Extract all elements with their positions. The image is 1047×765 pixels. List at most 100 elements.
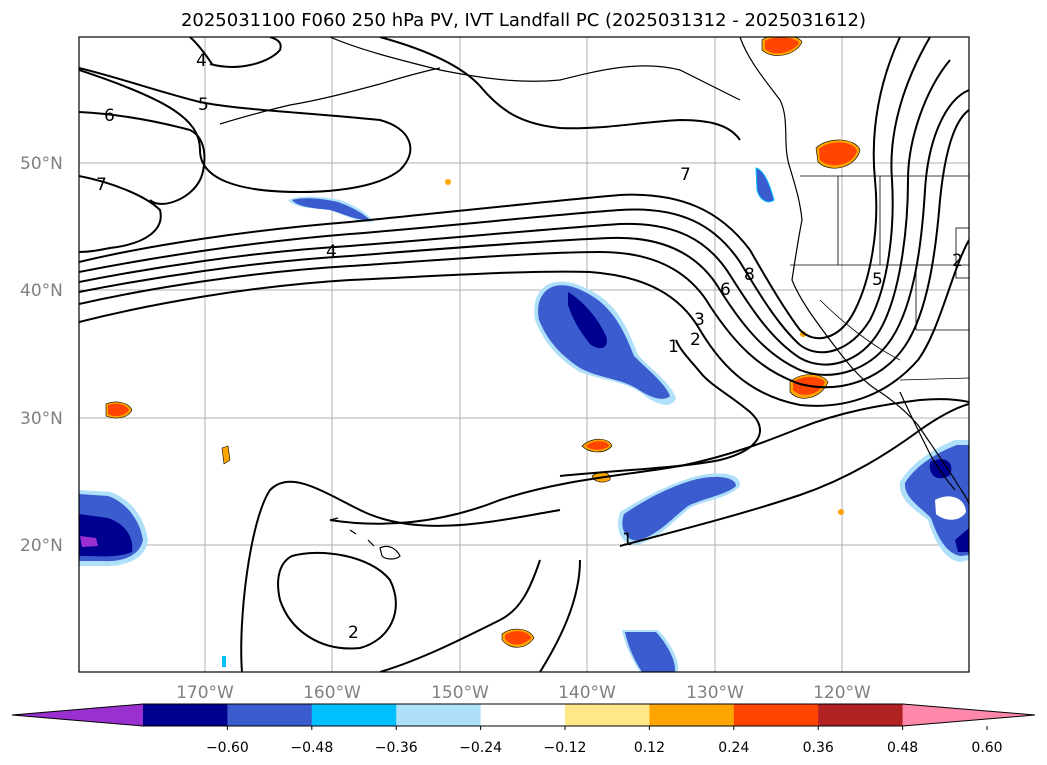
contour-label: 7 [96,175,107,195]
colorbar-tick-label: −0.12 [544,740,587,756]
hawaii-islands [329,517,401,560]
pv-contour [79,37,931,354]
negative-anomaly-extreme [80,536,98,547]
filled-anomalies [79,37,969,672]
pv-contour [79,37,901,340]
pv-contour [619,403,969,547]
colorbar-tick-label: 0.60 [971,740,1002,756]
contour-label: 2 [690,330,701,350]
lon-label-160w: 160°W [303,683,361,703]
contour-label: 1 [622,530,633,550]
colorbar-segment [649,704,735,726]
pv-contour [79,59,951,366]
colorbar-segment [565,704,650,726]
contour-label: 7 [680,165,691,185]
colorbar-tick-label: 0.36 [803,740,834,756]
contour-label: 6 [720,280,731,300]
contour-label: 8 [744,265,755,285]
state-borders [790,175,969,381]
pv-contour [79,67,412,194]
pv-contours [79,37,969,672]
contour-label: 4 [196,51,207,71]
colorbar-tick-label: 0.12 [634,740,665,756]
colorbar-extend-min [12,704,143,726]
contour-label: 6 [104,106,115,126]
colorbar-segment [818,704,904,726]
colorbar-tick-label: −0.24 [459,740,502,756]
colorbar: −0.60 −0.48 −0.36 −0.24 −0.12 0.12 0.24 0.36 0.4… [11,703,1036,756]
positive-anomaly-blob [586,441,609,450]
negative-anomaly-blob [222,656,226,667]
colorbar-tick-label: −0.48 [290,740,333,756]
contour-label: 3 [694,310,705,330]
pv-contour [209,37,282,68]
lon-label-170w: 170°W [176,683,234,703]
longitude-labels: 170°W 160°W 150°W 140°W 130°W 120°W [176,683,871,703]
colorbar-tick-label: −0.60 [206,740,249,756]
colorbar-tick-label: 0.48 [887,740,918,756]
latitude-labels: 50°N 40°N 30°N 20°N [20,154,63,556]
lat-label-40n: 40°N [20,281,63,301]
pv-contour [329,398,969,525]
negative-anomaly-hole [935,496,966,520]
lon-label-150w: 150°W [431,683,489,703]
contour-label: 2 [952,251,963,271]
colorbar-segment [480,704,566,726]
positive-anomaly-blob [819,142,857,166]
map-title: 2025031100 F060 250 hPa PV, IVT Landfall… [180,10,867,31]
positive-anomaly-blob [765,37,799,54]
negative-anomaly-core [955,528,969,552]
positive-anomaly-dot [445,179,451,185]
lat-label-30n: 30°N [20,409,63,429]
lon-label-140w: 140°W [558,683,616,703]
baja-coast [899,391,956,491]
contour-label: 5 [872,270,883,290]
north-america-coast [739,37,969,506]
map-border [78,36,970,673]
pv-contour [79,111,206,205]
negative-anomaly-blob [292,198,370,221]
coastlines [219,37,969,560]
colorbar-segment [733,704,819,726]
contour-label: 4 [326,242,337,262]
pv-contour [189,37,213,65]
colorbar-segment [227,704,313,726]
negative-anomaly-blob [622,476,736,541]
negative-anomaly-core [568,292,607,349]
lon-label-130w: 130°W [686,683,744,703]
colorbar-extend-max [902,704,1035,726]
colorbar-tick-label: 0.24 [718,740,749,756]
colorbar-segment [396,704,482,726]
lat-label-20n: 20°N [20,536,63,556]
aleutian-chain [219,67,441,125]
positive-anomaly-blob [221,445,231,465]
pv-contour [277,551,397,650]
contour-label: 5 [198,95,209,115]
pv-contour [240,480,561,672]
pv-contour [79,175,162,253]
positive-anomaly-blob [505,631,531,645]
contour-label: 2 [348,623,359,643]
contour-label: 1 [668,337,679,357]
negative-anomaly-blob [625,632,676,672]
alaska-coast [329,37,741,101]
pv-contour [79,239,969,407]
lat-label-50n: 50°N [20,154,63,174]
positive-anomaly-blob [108,403,129,417]
map-background [79,37,969,672]
colorbar-tick-label: −0.36 [375,740,418,756]
negative-anomaly-blob [755,167,775,203]
colorbar-segment [311,704,397,726]
positive-anomaly-dot [838,509,844,515]
pv-contour [79,109,969,389]
pv-contour [379,37,741,141]
contour-labels: 4 5 6 7 4 2 1 2 3 6 7 8 5 2 1 [96,51,963,643]
pv-contour [539,559,581,672]
colorbar-segment [143,704,228,726]
colorbar-outline [11,703,1036,727]
pv-contour [379,559,541,672]
pv-contour [559,339,761,477]
pv-contour [79,89,969,376]
graticule [79,37,969,672]
